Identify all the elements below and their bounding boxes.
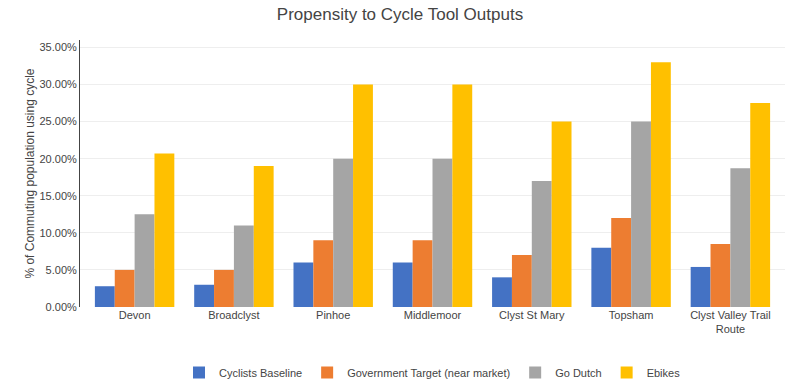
- svg-text:Ebikes: Ebikes: [647, 367, 681, 379]
- svg-text:Topsham: Topsham: [609, 309, 654, 321]
- svg-text:% of Commuting population usin: % of Commuting population using cycle: [23, 68, 37, 278]
- svg-text:Government Target (near market: Government Target (near market): [347, 367, 510, 379]
- svg-text:5.00%: 5.00%: [46, 264, 77, 276]
- svg-text:Cyclists Baseline: Cyclists Baseline: [219, 367, 302, 379]
- svg-text:Devon: Devon: [119, 309, 151, 321]
- svg-text:Pinhoe: Pinhoe: [316, 309, 350, 321]
- svg-text:20.00%: 20.00%: [39, 153, 77, 165]
- svg-text:Go Dutch: Go Dutch: [555, 367, 601, 379]
- svg-text:10.00%: 10.00%: [39, 227, 77, 239]
- svg-text:Middlemoor: Middlemoor: [404, 309, 462, 321]
- svg-text:Clyst Valley TrailRoute: Clyst Valley TrailRoute: [690, 309, 770, 335]
- svg-text:Clyst St Mary: Clyst St Mary: [499, 309, 565, 321]
- svg-text:0.00%: 0.00%: [46, 301, 77, 313]
- svg-text:30.00%: 30.00%: [39, 78, 77, 90]
- svg-text:Broadclyst: Broadclyst: [208, 309, 259, 321]
- svg-text:15.00%: 15.00%: [39, 190, 77, 202]
- svg-text:25.00%: 25.00%: [39, 115, 77, 127]
- svg-text:35.00%: 35.00%: [39, 41, 77, 53]
- svg-text:Propensity to Cycle Tool Outpu: Propensity to Cycle Tool Outputs: [277, 5, 523, 24]
